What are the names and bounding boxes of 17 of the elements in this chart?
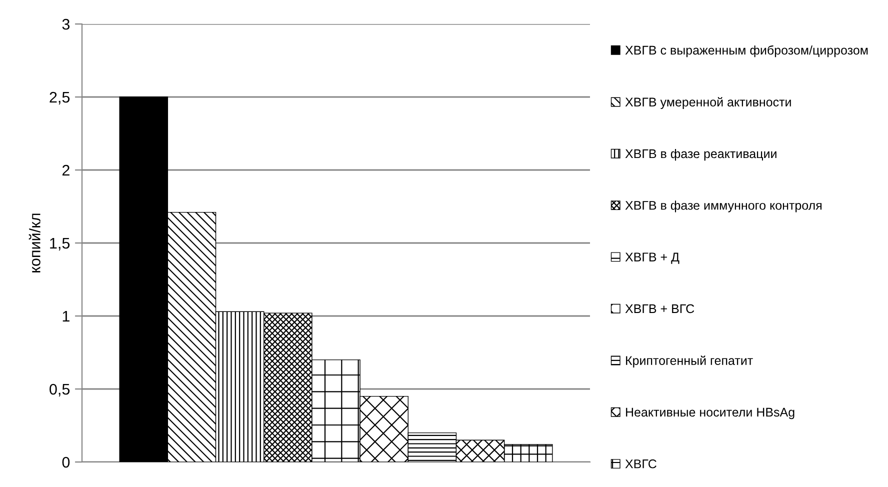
y-tick-label: 1,5: [50, 238, 70, 250]
legend-label: ХВГС: [625, 459, 656, 468]
legend-label: ХВГВ + Д: [625, 252, 680, 264]
legend-label: Неактивные носители HBsAg: [626, 408, 794, 420]
legend-label: ХВГВ в фазе иммунного контроля: [625, 200, 822, 212]
y-axis-title: копий/кл: [28, 214, 40, 272]
y-tick-label: 0,5: [50, 384, 70, 396]
y-tick-label: 1: [62, 311, 70, 322]
y-tick-label: 0: [62, 456, 70, 468]
legend-label: ХВГВ + ВГС: [625, 304, 694, 314]
y-tick-label: 2: [62, 164, 70, 176]
legend-label: Криптогенный гепатит: [626, 356, 753, 368]
legend-label: ХВГВ с выраженным фиброзом/циррозом: [625, 45, 868, 58]
y-tick-label: 3: [62, 18, 70, 30]
legend-label: ХВГВ умеренной активности: [625, 97, 791, 109]
legend-label: ХВГВ в фазе реактивации: [625, 148, 776, 161]
y-tick-label: 2,5: [50, 92, 70, 104]
